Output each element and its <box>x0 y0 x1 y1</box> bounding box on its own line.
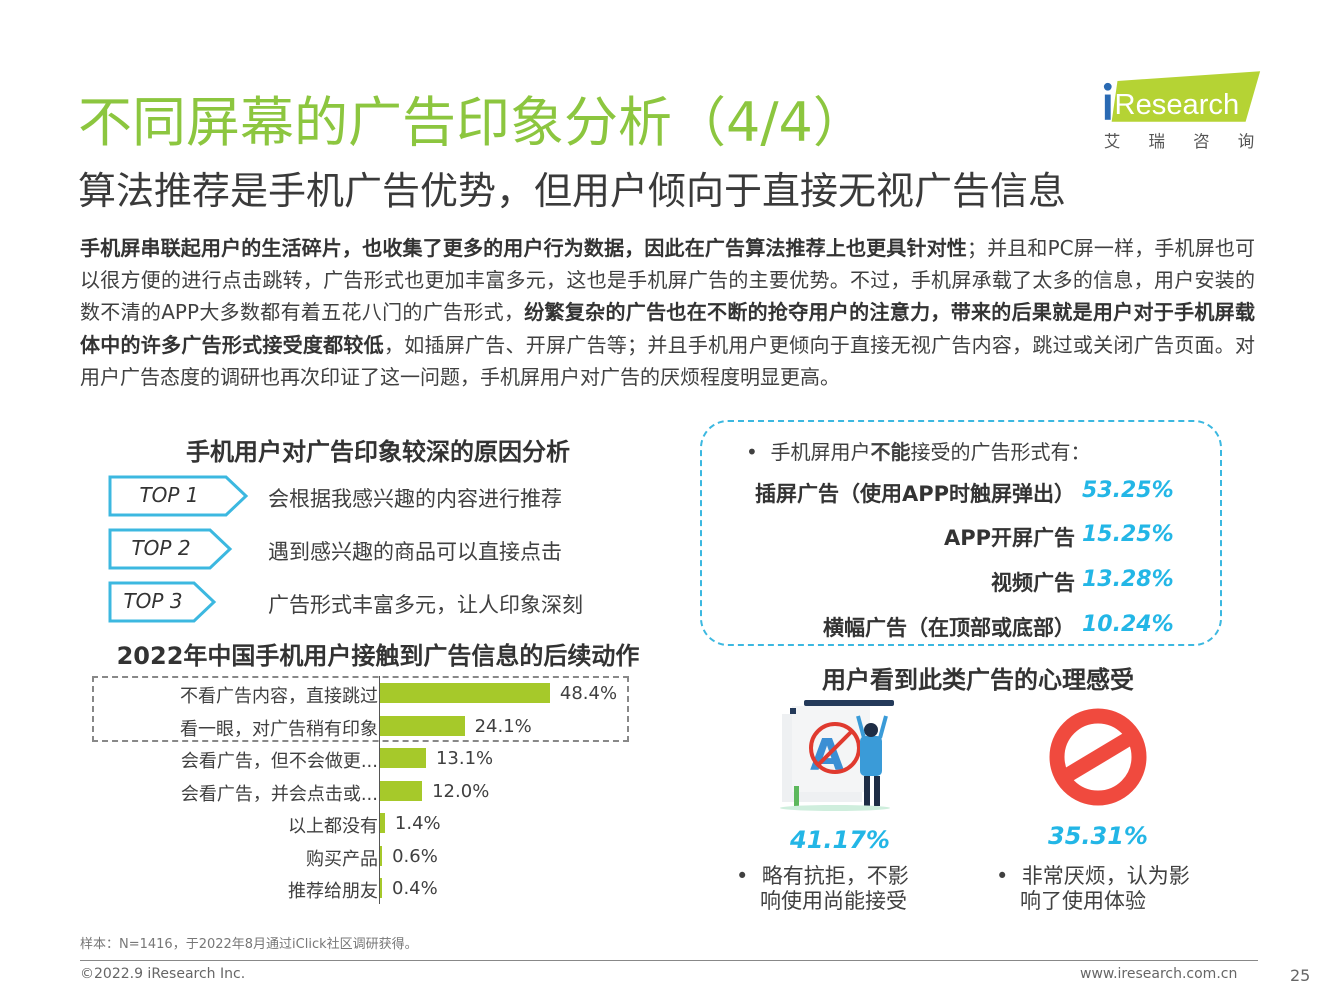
iresearch-logo: Research 艾 瑞 咨 询 <box>1100 70 1265 155</box>
feelings-title: 用户看到此类广告的心理感受 <box>822 666 1134 694</box>
bar-value-label: 1.4% <box>394 813 441 834</box>
reason-text: 广告形式丰富多元，让人印象深刻 <box>268 593 583 617</box>
reasons-title: 手机用户对广告印象较深的原因分析 <box>186 438 570 466</box>
body-paragraph: 手机屏串联起用户的生活碎片，也收集了更多的用户行为数据，因此在广告算法推荐上也更… <box>80 236 1256 389</box>
bar-label: 推荐给朋友 <box>288 881 378 902</box>
svg-text:Research: Research <box>1115 89 1240 121</box>
bar <box>380 683 550 703</box>
reason-rank-3: TOP 3 <box>108 581 248 623</box>
bar-value-label: 48.4% <box>559 683 618 704</box>
feeling-value: 41.17% <box>790 826 890 854</box>
bar-value-label: 0.6% <box>392 845 438 867</box>
bar-label: 会看广告，并会点击或... <box>180 783 378 805</box>
unacceptable-value: 53.25% <box>1082 478 1174 503</box>
bar <box>380 780 423 801</box>
unacceptable-label: APP开屏广告 <box>943 526 1075 550</box>
svg-text:瑞: 瑞 <box>1149 132 1166 151</box>
prohibited-icon <box>1048 707 1148 811</box>
unacceptable-intro: • 手机屏用户不能接受的广告形式有： <box>746 440 1091 464</box>
reason-text: 遇到感兴趣的商品可以直接点击 <box>268 540 562 564</box>
bar-label: 购买产品 <box>306 848 378 870</box>
highlight-box <box>92 676 629 742</box>
unacceptable-label: 视频广告 <box>991 571 1075 595</box>
bar-label: 不看广告内容，直接跳过 <box>180 686 378 707</box>
reason-rank-1: TOP 1 <box>108 475 249 517</box>
footer-divider <box>80 960 1258 961</box>
person-blocking-ad-icon: A <box>770 700 900 816</box>
unacceptable-value: 10.24% <box>1082 612 1174 637</box>
sample-note: 样本：N=1416，于2022年8月通过iClick社区调研获得。 <box>80 937 418 952</box>
unacceptable-value: 13.28% <box>1082 567 1174 592</box>
unacceptable-ad-box: • 手机屏用户不能接受的广告形式有： 插屏广告（使用APP时触屏弹出） 53.25… <box>700 420 1222 646</box>
bar-value-label: 0.4% <box>392 878 438 899</box>
unacceptable-value: 15.25% <box>1082 522 1174 547</box>
arrow-tag-icon <box>108 475 249 517</box>
svg-text:咨: 咨 <box>1193 132 1210 151</box>
bar-value-label: 13.1% <box>435 748 494 769</box>
feeling-value: 35.31% <box>1048 822 1148 850</box>
svg-text:询: 询 <box>1238 132 1255 151</box>
bar-value-label: 12.0% <box>432 780 490 802</box>
bar-label: 以上都没有 <box>288 816 378 837</box>
arrow-tag-icon <box>108 528 233 570</box>
bar-label: 会看广告，但不会做更... <box>180 751 378 772</box>
bar <box>380 813 385 833</box>
arrow-tag-icon <box>108 581 217 623</box>
bar-value-label: 24.1% <box>474 715 532 737</box>
reason-text: 会根据我感兴趣的内容进行推荐 <box>268 487 562 511</box>
page-title: 不同屏幕的广告印象分析（4/4） <box>78 91 867 154</box>
page-number: 25 <box>1290 966 1311 985</box>
website-url: www.iresearch.com.cn <box>1080 966 1238 982</box>
reason-rank-label: TOP 1 <box>139 483 199 507</box>
bar <box>380 878 382 898</box>
unacceptable-label: 横幅广告（在顶部或底部） <box>823 616 1075 640</box>
reason-rank-label: TOP 3 <box>123 589 183 613</box>
feeling-caption: • 非常厌烦，认为影 响了使用体验 <box>996 864 1190 913</box>
reason-rank-2: TOP 2 <box>108 528 248 570</box>
unacceptable-label: 插屏广告（使用APP时触屏弹出） <box>754 482 1075 506</box>
reason-rank-label: TOP 2 <box>131 536 191 560</box>
page-subtitle: 算法推荐是手机广告优势，但用户倾向于直接无视广告信息 <box>78 169 1067 213</box>
bar <box>380 748 426 768</box>
bar <box>380 715 465 736</box>
bar-label: 看一眼，对广告稍有印象 <box>180 718 378 740</box>
chart-axis <box>379 676 380 904</box>
feeling-caption: • 略有抗拒，不影 响使用尚能接受 <box>736 864 909 913</box>
svg-text:艾: 艾 <box>1104 132 1121 151</box>
bar <box>380 845 383 866</box>
copyright: ©2022.9 iResearch Inc. <box>80 966 246 982</box>
chart-title: 2022年中国手机用户接触到广告信息的后续动作 <box>116 642 640 670</box>
